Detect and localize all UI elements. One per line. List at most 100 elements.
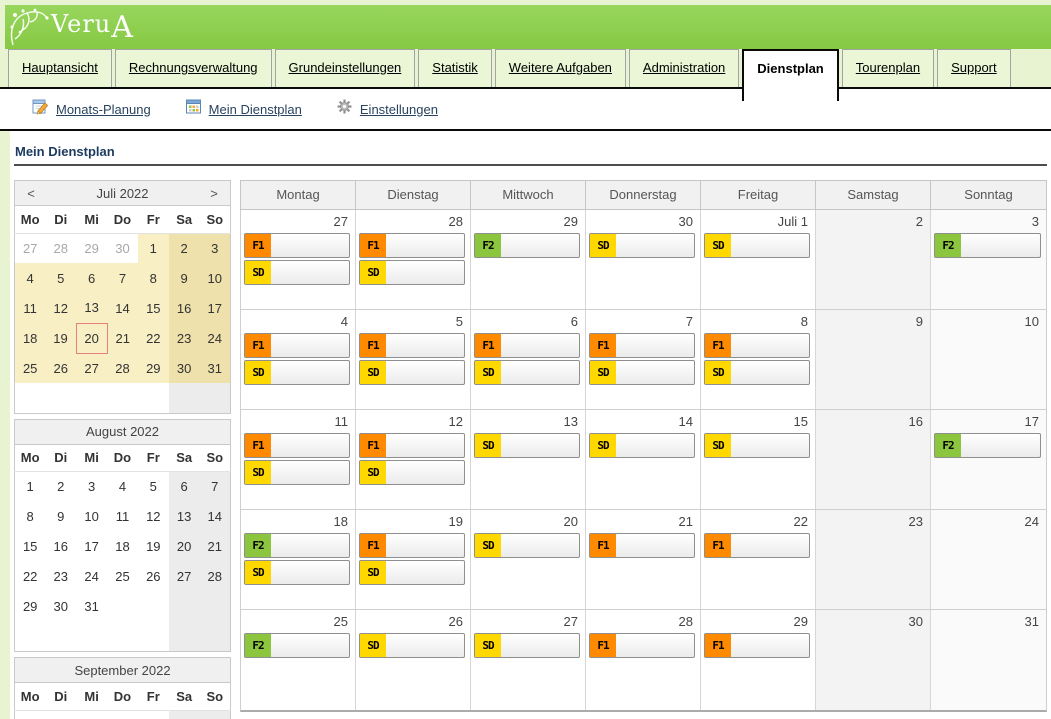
mini-day[interactable]: 6 (168, 471, 200, 502)
shift-entry-sd[interactable]: SD (474, 533, 580, 558)
shift-entry-f2[interactable]: F2 (934, 233, 1041, 258)
shift-entry-f2[interactable]: F2 (934, 433, 1041, 458)
tab-grundeinstellungen[interactable]: Grundeinstellungen (274, 49, 416, 87)
tab-rechnungsverwaltung[interactable]: Rechnungsverwaltung (114, 49, 272, 87)
day-cell[interactable]: 7 F1 SD (586, 310, 701, 409)
shift-entry-sd[interactable]: SD (244, 360, 350, 385)
mini-day[interactable]: 3 (199, 233, 231, 263)
mini-day[interactable]: 12 (45, 293, 77, 323)
monats-planung-link[interactable]: Monats-Planung (56, 101, 151, 117)
shift-entry-f1[interactable]: F1 (589, 333, 695, 358)
day-cell[interactable]: 29 F1 (701, 610, 816, 710)
mini-day[interactable]: 26 (146, 569, 161, 584)
tab-hauptansicht[interactable]: Hauptansicht (8, 49, 112, 87)
mini-day[interactable]: 7 (199, 471, 231, 502)
mini-day[interactable]: 29 (76, 233, 108, 263)
mini-day[interactable]: 30 (107, 233, 138, 263)
day-cell[interactable]: 26 SD (356, 610, 471, 710)
mini-day[interactable]: 17 (84, 539, 99, 554)
mini-day[interactable]: 20 (168, 531, 200, 562)
toolbar-item-mein-dienstplan[interactable]: Mein Dienstplan (185, 98, 302, 120)
mini-day[interactable]: 30 (53, 599, 68, 614)
mini-day[interactable]: 2 (168, 233, 200, 263)
mini-day[interactable]: 22 (22, 569, 38, 584)
day-cell[interactable]: 17 F2 (931, 410, 1046, 509)
mini-day[interactable]: 31 (84, 599, 99, 614)
mini-day[interactable]: 8 (26, 509, 34, 524)
shift-entry-sd[interactable]: SD (474, 633, 580, 658)
day-cell[interactable]: 27 F1 SD (241, 210, 356, 309)
shift-entry-sd[interactable]: SD (704, 433, 810, 458)
shift-entry-sd[interactable]: SD (359, 633, 465, 658)
mini-day[interactable]: 10 (84, 509, 99, 524)
mini-day[interactable]: 28 (107, 353, 138, 383)
shift-entry-sd[interactable]: SD (244, 260, 350, 285)
mini-day[interactable]: 24 (199, 323, 231, 353)
day-cell[interactable]: 22 F1 (701, 510, 816, 609)
shift-entry-f2[interactable]: F2 (244, 533, 350, 558)
mini-day[interactable]: 1 (137, 233, 169, 263)
mini-day[interactable]: 3 (87, 479, 96, 495)
shift-entry-sd[interactable]: SD (244, 560, 350, 585)
mini-day[interactable]: 3 (168, 710, 200, 719)
mini-day[interactable]: 16 (168, 293, 200, 323)
mini-day[interactable]: 17 (199, 293, 231, 323)
mini-day[interactable]: 11 (115, 509, 130, 524)
einstellungen-link[interactable]: Einstellungen (359, 101, 438, 117)
mini-next-month-button[interactable]: > (210, 185, 218, 201)
mini-day[interactable]: 12 (146, 509, 161, 524)
mini-day[interactable]: 27 (14, 233, 46, 263)
mini-day[interactable]: 13 (168, 501, 200, 532)
mini-day[interactable]: 8 (137, 263, 169, 293)
day-cell[interactable]: 9 (816, 310, 931, 409)
mini-day[interactable]: 7 (107, 263, 138, 293)
tab-dienstplan[interactable]: Dienstplan (742, 49, 839, 101)
shift-entry-f1[interactable]: F1 (704, 533, 810, 558)
shift-entry-f1[interactable]: F1 (244, 233, 350, 258)
day-cell[interactable]: 28 F1 (586, 610, 701, 710)
mini-day[interactable]: 4 (14, 263, 46, 293)
shift-entry-f1[interactable]: F1 (589, 533, 695, 558)
tab-support[interactable]: Support (937, 49, 1011, 87)
mini-day[interactable]: 9 (168, 263, 200, 293)
mini-day[interactable]: 14 (107, 293, 138, 323)
mini-day[interactable]: 2 (138, 710, 169, 719)
mini-day[interactable]: 6 (76, 263, 108, 293)
shift-entry-sd[interactable]: SD (589, 433, 695, 458)
mini-day[interactable]: 19 (146, 539, 161, 554)
mini-day[interactable]: 26 (45, 353, 77, 383)
shift-entry-f2[interactable]: F2 (244, 633, 350, 658)
mini-day[interactable]: 18 (115, 539, 130, 554)
mini-day[interactable]: 15 (22, 539, 38, 554)
mini-day[interactable]: 31 (199, 353, 231, 383)
day-cell[interactable]: 8 F1 SD (701, 310, 816, 409)
shift-entry-f2[interactable]: F2 (474, 233, 580, 258)
mini-day[interactable]: 23 (53, 569, 68, 584)
tab-tourenplan[interactable]: Tourenplan (841, 49, 935, 87)
day-cell[interactable]: 6 F1 SD (471, 310, 586, 409)
mini-day[interactable]: 9 (57, 509, 65, 524)
day-cell[interactable]: 2 (816, 210, 931, 309)
shift-entry-f1[interactable]: F1 (704, 333, 810, 358)
day-cell[interactable]: 10 (931, 310, 1046, 409)
day-cell[interactable]: 16 (816, 410, 931, 509)
toolbar-item-einstellungen[interactable]: Einstellungen (336, 98, 438, 120)
shift-entry-sd[interactable]: SD (704, 233, 810, 258)
mini-day[interactable]: 4 (199, 710, 231, 719)
mini-day[interactable]: 20 (75, 322, 108, 354)
mini-day[interactable]: 14 (199, 501, 231, 532)
day-cell[interactable]: 25 F2 (241, 610, 356, 710)
shift-entry-sd[interactable]: SD (359, 360, 465, 385)
mini-day[interactable]: 4 (118, 479, 127, 495)
day-cell[interactable]: 12 F1 SD (356, 410, 471, 509)
shift-entry-sd[interactable]: SD (589, 233, 695, 258)
tab-weitere-aufgaben[interactable]: Weitere Aufgaben (494, 49, 626, 87)
mini-day[interactable]: 21 (107, 323, 138, 353)
shift-entry-f1[interactable]: F1 (359, 433, 465, 458)
toolbar-item-monats-planung[interactable]: Monats-Planung (32, 98, 151, 120)
mini-day[interactable]: 27 (76, 353, 108, 383)
day-cell[interactable]: 21 F1 (586, 510, 701, 609)
mini-day[interactable]: 5 (45, 263, 77, 293)
shift-entry-sd[interactable]: SD (589, 360, 695, 385)
shift-entry-f1[interactable]: F1 (704, 633, 810, 658)
